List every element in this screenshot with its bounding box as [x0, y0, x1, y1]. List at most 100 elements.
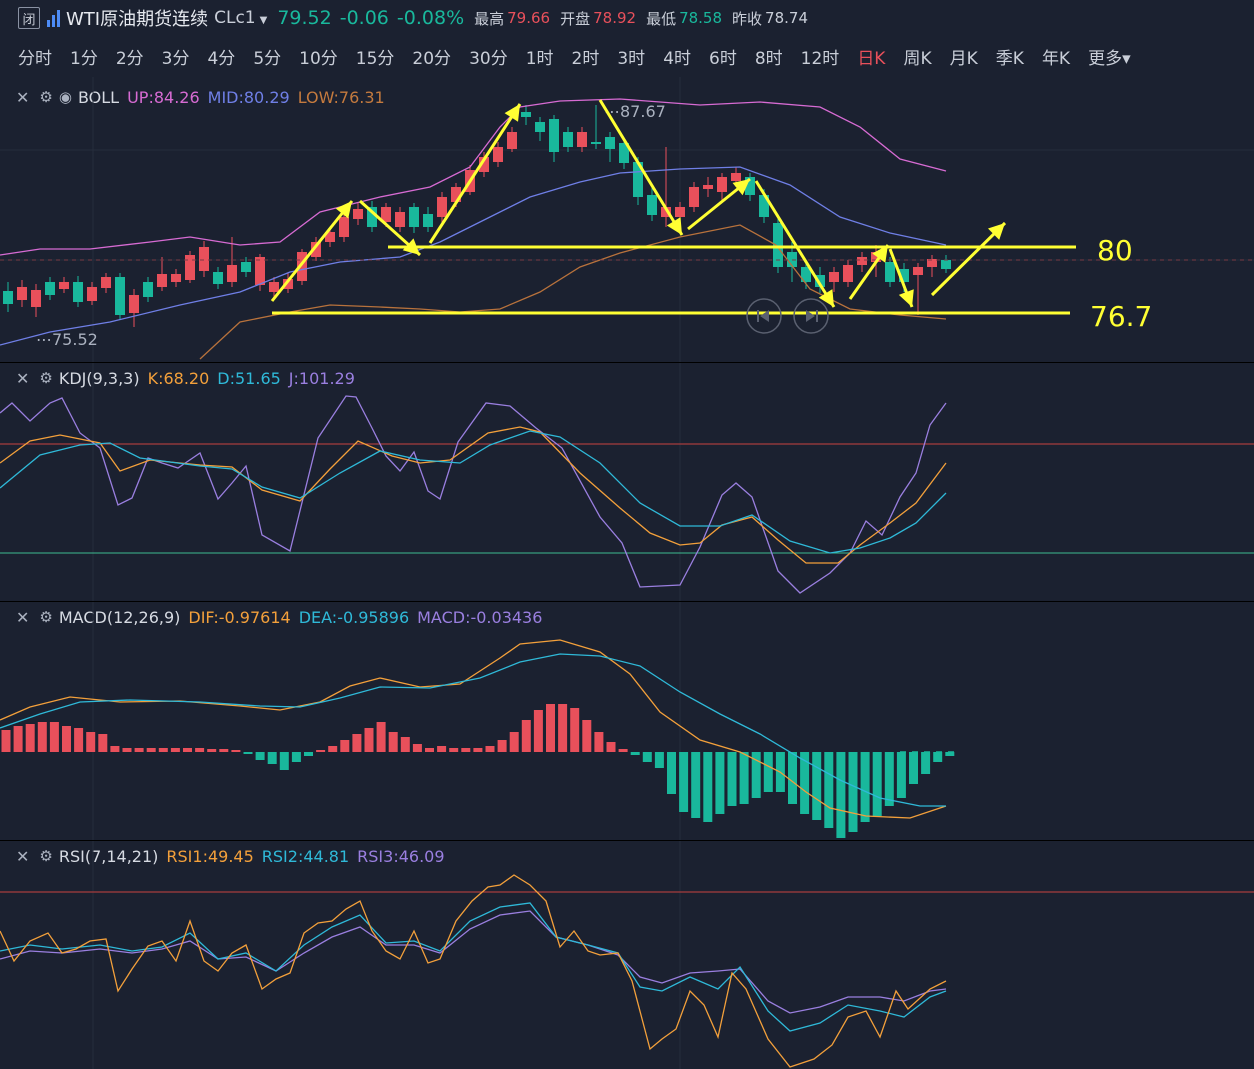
pane-divider: [0, 362, 1254, 363]
trend-arrow: [428, 103, 522, 244]
kdj-chart[interactable]: [0, 363, 1254, 601]
candle-body: [283, 279, 293, 289]
tab-period-17[interactable]: 日K: [857, 48, 886, 69]
macd-histogram-bar: [606, 742, 616, 752]
boll-low: LOW:76.31: [297, 87, 385, 107]
eye-icon[interactable]: ◉: [58, 88, 72, 106]
macd-histogram-bar: [183, 748, 192, 752]
kdj-d-line: [0, 430, 947, 554]
gear-icon[interactable]: ⚙: [39, 847, 53, 865]
candle-body: [619, 143, 629, 163]
macd-histogram-bar: [703, 752, 713, 822]
boll-name: BOLL: [77, 87, 120, 107]
tab-period-9[interactable]: 30分: [469, 48, 508, 69]
macd-histogram-bar: [86, 732, 96, 752]
macd-histogram-bar: [945, 752, 955, 756]
close-icon[interactable]: ✕: [16, 846, 30, 866]
tab-period-5[interactable]: 5分: [253, 48, 282, 69]
tab-period-4[interactable]: 4分: [207, 48, 236, 69]
macd-histogram-bar: [727, 752, 737, 806]
tab-period-3[interactable]: 3分: [161, 48, 190, 69]
pane-divider: [0, 840, 1254, 841]
macd-histogram-bar: [195, 748, 205, 752]
candle-body: [759, 195, 769, 217]
macd-histogram-bar: [352, 734, 362, 752]
candle-body: [241, 262, 251, 272]
trend-arrow-head: [402, 238, 420, 255]
macd-histogram-bar: [98, 734, 108, 752]
price-chart[interactable]: ⋯87.67 ⋯75.52: [0, 77, 1254, 362]
macd-histogram-bar: [37, 722, 47, 752]
tab-period-13[interactable]: 4时: [663, 48, 692, 69]
symbol-selector[interactable]: CLc1 ▼: [214, 8, 268, 28]
macd-histogram-bar: [219, 749, 229, 752]
macd-dea: DEA:-0.95896: [298, 607, 410, 627]
candle-body: [31, 290, 41, 307]
tab-period-6[interactable]: 10分: [299, 48, 338, 69]
trend-arrow: [754, 180, 836, 308]
price-change: -0.06: [339, 7, 389, 29]
high-value: 79.66: [507, 9, 551, 27]
macd-histogram-bar: [654, 752, 664, 768]
macd-histogram-bar: [376, 722, 386, 752]
macd-chart[interactable]: [0, 602, 1254, 840]
tab-period-20[interactable]: 季K: [995, 48, 1024, 69]
tab-period-18[interactable]: 周K: [903, 48, 932, 69]
candle-body: [423, 214, 433, 227]
close-button[interactable]: 闭: [18, 7, 40, 29]
candle-body: [59, 282, 69, 289]
gear-icon[interactable]: ⚙: [39, 88, 53, 106]
macd-histogram-bar: [788, 752, 797, 804]
tab-period-12[interactable]: 3时: [617, 48, 646, 69]
tab-period-15[interactable]: 8时: [754, 48, 783, 69]
tab-period-16[interactable]: 12时: [800, 48, 840, 69]
candle-body: [535, 122, 545, 132]
tab-period-19[interactable]: 月K: [949, 48, 978, 69]
price-change-pct: -0.08%: [396, 7, 465, 29]
gear-icon[interactable]: ⚙: [39, 369, 53, 387]
macd-histogram-bar: [328, 746, 338, 752]
tab-period-1[interactable]: 1分: [70, 48, 98, 69]
rsi-chart[interactable]: [0, 841, 1254, 1069]
macd-histogram-bar: [316, 750, 326, 752]
open-label: 开盘: [560, 9, 591, 28]
candle-body: [591, 142, 601, 144]
tab-period-2[interactable]: 2分: [115, 48, 144, 69]
gear-icon[interactable]: ⚙: [39, 608, 53, 626]
candle-body: [731, 173, 741, 181]
macd-histogram-bar: [388, 732, 398, 752]
kdj-j-line: [0, 395, 947, 594]
candle-body: [269, 282, 279, 292]
macd-histogram-bar: [848, 752, 858, 832]
last-price: 79.52: [277, 7, 332, 29]
candle-body: [17, 287, 27, 300]
close-icon[interactable]: ✕: [16, 368, 30, 388]
tab-period-7[interactable]: 15分: [355, 48, 395, 69]
candle-body: [633, 162, 643, 197]
tab-period-8[interactable]: 20分: [412, 48, 452, 69]
chart-logo-icon: [47, 9, 60, 27]
tab-period-10[interactable]: 1时: [525, 48, 554, 69]
close-icon[interactable]: ✕: [16, 87, 30, 107]
rsi-1-line: [0, 874, 947, 1068]
tab-period-11[interactable]: 2时: [571, 48, 600, 69]
kdj-name: KDJ(9,3,3): [58, 368, 140, 388]
tab-period-21[interactable]: 年K: [1041, 48, 1071, 69]
macd-histogram-bar: [461, 748, 471, 752]
candle-body: [899, 269, 909, 282]
macd-histogram-bar: [400, 737, 410, 752]
replay-prev-button[interactable]: [746, 298, 782, 334]
level-label-high: 80: [1097, 234, 1133, 267]
step-back-icon: [760, 310, 769, 322]
tab-period-0[interactable]: 分时: [18, 48, 52, 69]
candle-body: [437, 197, 447, 217]
replay-next-button[interactable]: [793, 298, 829, 334]
close-icon[interactable]: ✕: [16, 607, 30, 627]
level-label-low: 76.7: [1090, 300, 1153, 333]
tab-period-22[interactable]: 更多▾: [1088, 48, 1131, 69]
kdj-k: K:68.20: [147, 368, 210, 388]
macd-dif: DIF:-0.97614: [188, 607, 291, 627]
kdj-legend: ✕ ⚙ KDJ(9,3,3) K:68.20 D:51.65 J:101.29: [16, 367, 363, 389]
tab-period-14[interactable]: 6时: [709, 48, 737, 69]
macd-histogram-bar: [158, 748, 168, 752]
